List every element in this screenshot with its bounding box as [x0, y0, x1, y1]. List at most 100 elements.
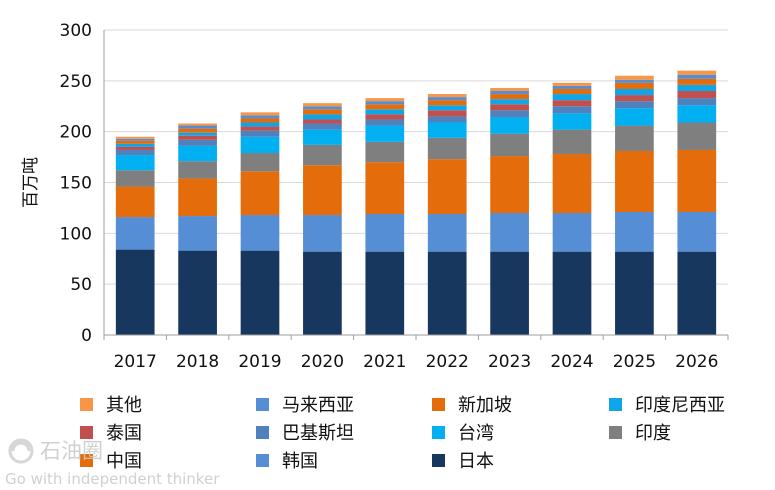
- bar-segment: [490, 110, 529, 118]
- legend-label: 马来西亚: [282, 395, 354, 416]
- legend-swatch: [80, 398, 93, 411]
- bar-segment: [303, 144, 342, 166]
- legend-label: 印度: [635, 423, 671, 444]
- legend-label: 台湾: [458, 423, 494, 444]
- y-tick-label: 250: [60, 72, 92, 92]
- bar-segment: [490, 156, 529, 213]
- bar-segment: [552, 85, 592, 89]
- bar-segment: [178, 145, 217, 162]
- bar-segment: [427, 251, 467, 335]
- bar-segment: [490, 104, 529, 111]
- y-tick-label: 200: [60, 123, 92, 143]
- bar-segment: [615, 108, 654, 126]
- bar-segment: [490, 87, 529, 91]
- y-tick-label: 100: [60, 224, 92, 244]
- bar-segment: [178, 132, 217, 136]
- bar-segment: [365, 114, 405, 120]
- y-tick-label: 50: [70, 275, 92, 295]
- bar-segment: [365, 98, 405, 102]
- bar-segment: [303, 251, 342, 335]
- bar-segment: [677, 70, 717, 75]
- x-tick-label: 2019: [238, 352, 281, 372]
- bar-segment: [303, 109, 342, 115]
- x-tick-label: 2024: [550, 352, 593, 372]
- bar-segment: [365, 162, 405, 215]
- bar-segment: [552, 106, 592, 114]
- bar-segment: [552, 113, 592, 130]
- bar-segment: [427, 105, 467, 111]
- bar-segment: [490, 251, 529, 335]
- bar-segment: [677, 211, 717, 252]
- bar-segment: [303, 129, 342, 145]
- bar-segment: [303, 119, 342, 124]
- bar-segment: [365, 109, 405, 115]
- bar-segment: [552, 100, 592, 107]
- bar-segment: [490, 94, 529, 100]
- bar-segment: [303, 165, 342, 216]
- x-tick-label: 2026: [675, 352, 718, 372]
- bar-segment: [303, 114, 342, 120]
- bar-segment: [303, 106, 342, 110]
- bar-segment: [178, 135, 217, 140]
- bar-segment: [615, 95, 654, 102]
- legend-label: 日本: [458, 451, 494, 472]
- bar-segment: [427, 159, 467, 215]
- bar-segment: [615, 82, 654, 89]
- axes: 0 50 100 150 200 250 300 百万吨 2017 2018 2019 2020 202…: [21, 21, 729, 372]
- bar-segment: [240, 126, 280, 131]
- x-tick-label: 2023: [488, 352, 531, 372]
- bar-segment: [427, 110, 467, 117]
- x-tick-label: 2021: [363, 352, 406, 372]
- bar-segment: [615, 125, 654, 151]
- bar-segment: [490, 91, 529, 95]
- bar-segment: [365, 251, 405, 335]
- legend-swatch: [80, 426, 93, 439]
- legend-label: 新加坡: [458, 395, 512, 416]
- bar-segment: [178, 178, 217, 217]
- bar-segment: [427, 94, 467, 98]
- bar-segment: [240, 118, 280, 123]
- legend-swatch: [432, 426, 445, 439]
- bar-segment: [552, 94, 592, 101]
- bar-segment: [677, 78, 717, 85]
- legend-label: 其他: [106, 395, 142, 416]
- bar-segment: [615, 251, 654, 335]
- bar-segment: [490, 99, 529, 105]
- legend-label: 泰国: [106, 423, 142, 444]
- bar-segment: [427, 137, 467, 160]
- bar-segment: [677, 149, 717, 212]
- bar-segment: [365, 214, 405, 252]
- bar-segment: [552, 251, 592, 335]
- bar-segment: [240, 115, 280, 119]
- bar-segment: [552, 129, 592, 155]
- x-tick-label: 2022: [426, 352, 469, 372]
- bar-segment: [178, 139, 217, 146]
- bar-segment: [615, 150, 654, 212]
- watermark: 石油圈 Go with independent thinker: [5, 438, 220, 488]
- bar-segment: [115, 249, 155, 335]
- bar-segment: [240, 215, 280, 251]
- legend-swatch: [609, 398, 622, 411]
- bar-segment: [240, 122, 280, 127]
- bar-segment: [677, 74, 717, 79]
- bar-segment: [115, 217, 155, 250]
- bar-segment: [178, 216, 217, 251]
- bar-segment: [240, 153, 280, 172]
- bar-segment: [115, 138, 155, 141]
- legend-swatch: [432, 398, 445, 411]
- bar-segment: [365, 141, 405, 163]
- bar-segment: [677, 98, 717, 106]
- bar-segment: [615, 75, 654, 80]
- bar-segment: [490, 117, 529, 134]
- bar-segment: [677, 122, 717, 150]
- bar-segment: [365, 119, 405, 126]
- bar-segment: [240, 171, 280, 216]
- bar-segment: [677, 91, 717, 99]
- bar-segment: [427, 116, 467, 123]
- bar-segment: [115, 155, 155, 171]
- legend-swatch: [256, 398, 269, 411]
- y-tick-label: 300: [60, 21, 92, 41]
- x-tick-label: 2017: [114, 352, 157, 372]
- watermark-logo-icon: [8, 438, 34, 464]
